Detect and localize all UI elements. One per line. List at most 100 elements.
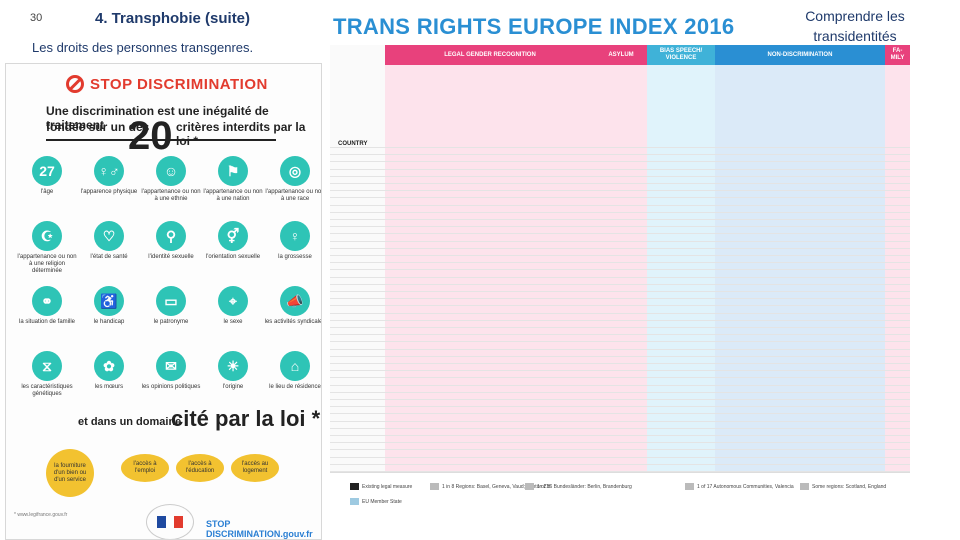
criterion-label: le patronyme [153, 319, 189, 325]
criterion-icon: ⚥ [218, 221, 248, 251]
row-line [330, 319, 910, 321]
criterion-item: 📣 les activités syndicales [264, 286, 322, 326]
criterion-item: ⚥ l'orientation sexuelle [202, 221, 264, 261]
legend-marker [430, 483, 439, 490]
row-line [330, 255, 910, 256]
row-line [330, 161, 910, 163]
row-line [330, 276, 910, 278]
row-line [330, 219, 910, 220]
criterion-icon: ♀ [280, 221, 310, 251]
row-line [330, 183, 910, 184]
legend-marker [350, 483, 359, 490]
row-line [330, 427, 910, 429]
domain-item: l'accès à l'emploi [121, 454, 169, 482]
column-band [595, 65, 647, 472]
criterion-icon: ◎ [280, 156, 310, 186]
criterion-label: l'état de santé [90, 254, 128, 260]
criterion-label: l'appartenance ou non à une ethnie [141, 189, 201, 202]
legend-marker [350, 498, 359, 505]
definition-line-3: critères interdits par la loi * [176, 120, 306, 148]
column-band [715, 65, 885, 472]
row-line [330, 233, 910, 235]
criterion-icon: ☺ [156, 156, 186, 186]
criterion-icon: ☪ [32, 221, 62, 251]
criterion-label: l'orientation sexuelle [205, 254, 261, 260]
row-line [330, 247, 910, 249]
criterion-icon: 📣 [280, 286, 310, 316]
row-line [330, 413, 910, 415]
criterion-label: l'appartenance ou non à une nation [203, 189, 263, 202]
legend-marker [525, 483, 534, 490]
criterion-label: l'apparence physique [80, 189, 138, 195]
row-line [330, 406, 910, 408]
domain-shape: l'accès à l'éducation [176, 454, 224, 482]
big-cite: cité par la loi * [171, 406, 321, 431]
criterion-item: ◎ l'appartenance ou non à une race [264, 156, 322, 203]
domain-shape: la fourniture d'un bien ou d'un service [46, 449, 94, 497]
criterion-label: l'appartenance ou non à une religion dét… [17, 254, 77, 274]
criterion-label: le lieu de résidence [269, 384, 321, 390]
criterion-item: ✿ les mœurs [78, 351, 140, 391]
prohibition-icon [66, 75, 84, 93]
poster-footnote: * www.legifrance.gouv.fr [14, 512, 68, 518]
criterion-item: ⌂ le lieu de résidence [264, 351, 321, 391]
divider [46, 139, 276, 141]
trans-rights-index-table: LEGAL GENDER RECOGNITION ASYLUM BIAS SPE… [330, 45, 910, 540]
row-line [330, 240, 910, 242]
criterion-label: le sexe [223, 319, 243, 325]
row-line [330, 283, 910, 285]
criterion-icon: ♡ [94, 221, 124, 251]
criterion-item: ☺ l'appartenance ou non à une ethnie [140, 156, 202, 203]
legend-item: 1 of 17 Autonomous Communities, Valencia [685, 483, 794, 490]
legend-item: EU Member State [350, 498, 402, 505]
banner-text: STOP DISCRIMINATION [90, 75, 268, 93]
row-line [330, 420, 910, 422]
criterion-label: les mœurs [94, 384, 124, 390]
header-asylum: ASYLUM [595, 45, 647, 65]
criterion-label: le handicap [93, 319, 125, 325]
criterion-icon: ♀♂ [94, 156, 124, 186]
row-line [330, 377, 910, 379]
legend-text: Some regions: Scotland, England [812, 483, 887, 490]
row-line [330, 312, 910, 314]
row-line [330, 190, 910, 192]
row-line [330, 384, 910, 386]
legend-text: EU Member State [362, 498, 402, 505]
criterion-label: l'appartenance ou non à une race [265, 189, 322, 202]
legend-text: 1 of 17 Autonomous Communities, Valencia [697, 483, 794, 490]
legend-text: Existing legal measure [362, 483, 413, 490]
criterion-icon: 27 [32, 156, 62, 186]
legend-marker [800, 483, 809, 490]
column-band [385, 65, 595, 472]
criterion-label: la situation de famille [18, 319, 76, 325]
slide-title: 4. Transphobie (suite) [95, 10, 251, 27]
corner-title: Comprendre les transidentités [805, 8, 905, 44]
criterion-icon: ⚲ [156, 221, 186, 251]
domain-item: l'accès au logement [231, 454, 279, 482]
criterion-icon: ▭ [156, 286, 186, 316]
row-line [330, 147, 910, 148]
criterion-item: ⌖ le sexe [202, 286, 264, 326]
row-line [330, 370, 910, 372]
criterion-label: les activités syndicales [264, 319, 322, 325]
column-band [647, 65, 715, 472]
row-line [330, 211, 910, 213]
definition-line-2: fondée sur un des [46, 120, 150, 134]
legend-item: Existing legal measure [350, 483, 412, 490]
criterion-item: ✉ les opinions politiques [140, 351, 202, 391]
legend-marker [685, 483, 694, 490]
index-title: TRANS RIGHTS EUROPE INDEX 2016 [333, 14, 735, 39]
criterion-item: ⚭ la situation de famille [16, 286, 78, 326]
domain-shape: l'accès au logement [231, 454, 279, 482]
domain-title: et dans un domaine [78, 416, 182, 428]
republique-emblem [146, 504, 194, 539]
country-rows [330, 147, 910, 512]
criterion-item: ♀♂ l'apparence physique [78, 156, 140, 196]
criterion-icon: ♿ [94, 286, 124, 316]
slide-subtitle: Les droits des personnes transgenres. [32, 40, 254, 55]
poster-website: STOP DISCRIMINATION.gouv.fr [206, 519, 313, 539]
stop-discrimination-poster: STOP DISCRIMINATION Une discrimination e… [5, 63, 322, 540]
criterion-icon: ⌂ [280, 351, 310, 381]
criterion-icon: ✉ [156, 351, 186, 381]
